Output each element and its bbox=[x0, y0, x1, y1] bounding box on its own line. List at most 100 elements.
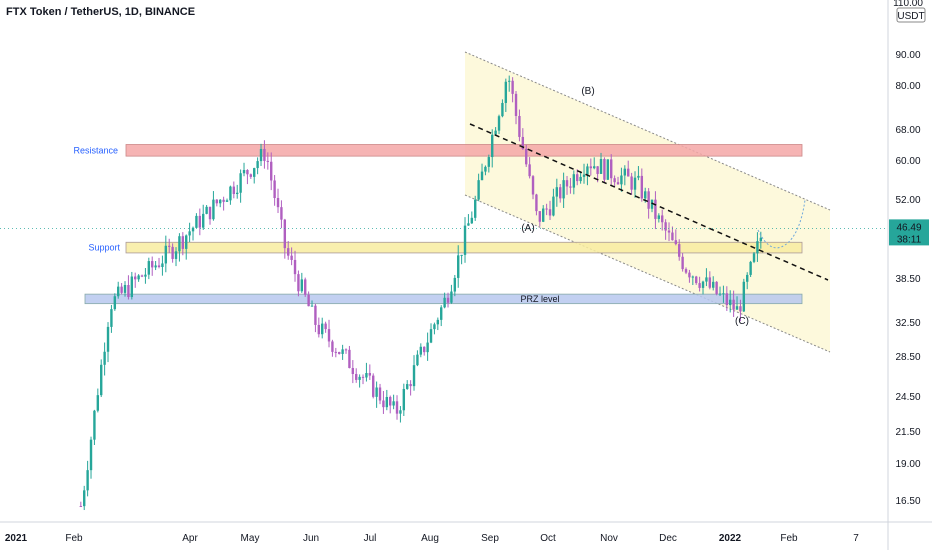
candle-body bbox=[426, 342, 429, 353]
candle-body bbox=[287, 248, 290, 256]
candle-body bbox=[565, 180, 569, 187]
candle-body bbox=[562, 180, 565, 199]
candle-body bbox=[225, 200, 229, 202]
candle-body bbox=[501, 102, 504, 117]
candle-body bbox=[664, 222, 667, 231]
candle-body bbox=[103, 351, 106, 365]
candle-body bbox=[548, 209, 552, 216]
x-tick-label: 7 bbox=[853, 533, 859, 544]
candle-body bbox=[236, 192, 239, 195]
candle-body bbox=[198, 215, 202, 228]
candle-body bbox=[127, 284, 130, 297]
candle-body bbox=[154, 265, 157, 268]
candle-body bbox=[644, 191, 647, 199]
candle-body bbox=[654, 199, 657, 219]
candle-body bbox=[86, 470, 89, 491]
candle-body bbox=[392, 401, 395, 406]
candle-body bbox=[307, 294, 310, 307]
candle-body bbox=[606, 159, 610, 180]
candle-body bbox=[222, 199, 225, 202]
candle-body bbox=[569, 186, 572, 188]
candle-body bbox=[399, 410, 402, 414]
candle-body bbox=[756, 241, 759, 254]
candle-body bbox=[460, 254, 463, 256]
last-price-label: 46.49 bbox=[896, 222, 921, 233]
candle-body bbox=[130, 276, 134, 297]
candle-body bbox=[450, 291, 453, 303]
candle-body bbox=[215, 199, 219, 204]
candle-body bbox=[375, 387, 378, 397]
candle-body bbox=[627, 168, 630, 177]
candle-body bbox=[603, 159, 606, 180]
candle-body bbox=[528, 164, 531, 177]
wave-label-a: (A) bbox=[521, 223, 534, 234]
candle-body bbox=[270, 161, 273, 181]
candle-body bbox=[511, 80, 514, 94]
candle-body bbox=[712, 281, 715, 288]
candle-body bbox=[457, 255, 460, 278]
candle-body bbox=[317, 324, 321, 335]
candle-body bbox=[742, 281, 746, 312]
x-tick-label: Apr bbox=[182, 533, 198, 544]
candle-body bbox=[195, 215, 198, 228]
candle-body bbox=[229, 186, 232, 201]
candle-body bbox=[202, 213, 205, 228]
candle-body bbox=[188, 231, 191, 236]
candle-body bbox=[487, 157, 491, 167]
candle-body bbox=[409, 384, 412, 387]
candle-body bbox=[185, 235, 188, 249]
x-tick-label: 2022 bbox=[719, 533, 742, 544]
x-tick-label: Jun bbox=[303, 533, 319, 544]
candle-body bbox=[613, 178, 616, 183]
y-tick-label: 32.50 bbox=[895, 318, 920, 329]
candle-body bbox=[191, 227, 195, 232]
candle-body bbox=[161, 263, 164, 268]
candle-body bbox=[535, 194, 538, 212]
x-tick-label: Oct bbox=[540, 533, 556, 544]
candle-body bbox=[93, 410, 96, 440]
candle-body bbox=[300, 279, 304, 292]
candle-body bbox=[297, 274, 300, 292]
candle-body bbox=[559, 187, 562, 199]
x-tick-label: Nov bbox=[600, 533, 618, 544]
candle-body bbox=[263, 148, 266, 161]
candle-body bbox=[416, 354, 419, 366]
candle-body bbox=[667, 230, 671, 233]
y-tick-label: 24.50 bbox=[895, 392, 920, 403]
candle-body bbox=[722, 293, 725, 295]
y-tick-label: 80.00 bbox=[895, 81, 920, 92]
candle-body bbox=[508, 80, 511, 82]
candle-body bbox=[436, 319, 440, 325]
currency-box bbox=[896, 7, 926, 23]
candle-body bbox=[249, 174, 253, 177]
candle-body bbox=[208, 206, 212, 220]
candle-body bbox=[497, 116, 501, 131]
y-tick-label: 90.00 bbox=[895, 50, 920, 61]
candle-body bbox=[729, 299, 732, 306]
y-tick-label: 52.00 bbox=[895, 195, 920, 206]
candle-body bbox=[695, 276, 698, 284]
x-tick-label: Aug bbox=[421, 533, 439, 544]
candle-body bbox=[304, 279, 307, 295]
candle-body bbox=[382, 400, 385, 408]
candle-body bbox=[137, 275, 140, 280]
candle-body bbox=[715, 281, 718, 294]
candle-body bbox=[593, 166, 596, 169]
candle-body bbox=[372, 375, 375, 397]
candle-body bbox=[246, 170, 249, 175]
candle-body bbox=[341, 349, 344, 354]
candle-body bbox=[83, 490, 86, 507]
candle-body bbox=[633, 177, 637, 190]
candle-body bbox=[351, 368, 355, 375]
candle-body bbox=[151, 261, 154, 268]
candle-body bbox=[402, 388, 406, 411]
candle-body bbox=[365, 373, 368, 378]
candle-body bbox=[582, 174, 586, 177]
price-axis bbox=[888, 0, 932, 550]
candle-body bbox=[283, 219, 287, 249]
candle-body bbox=[171, 246, 174, 259]
candle-body bbox=[531, 176, 535, 195]
candle-body bbox=[232, 186, 236, 195]
